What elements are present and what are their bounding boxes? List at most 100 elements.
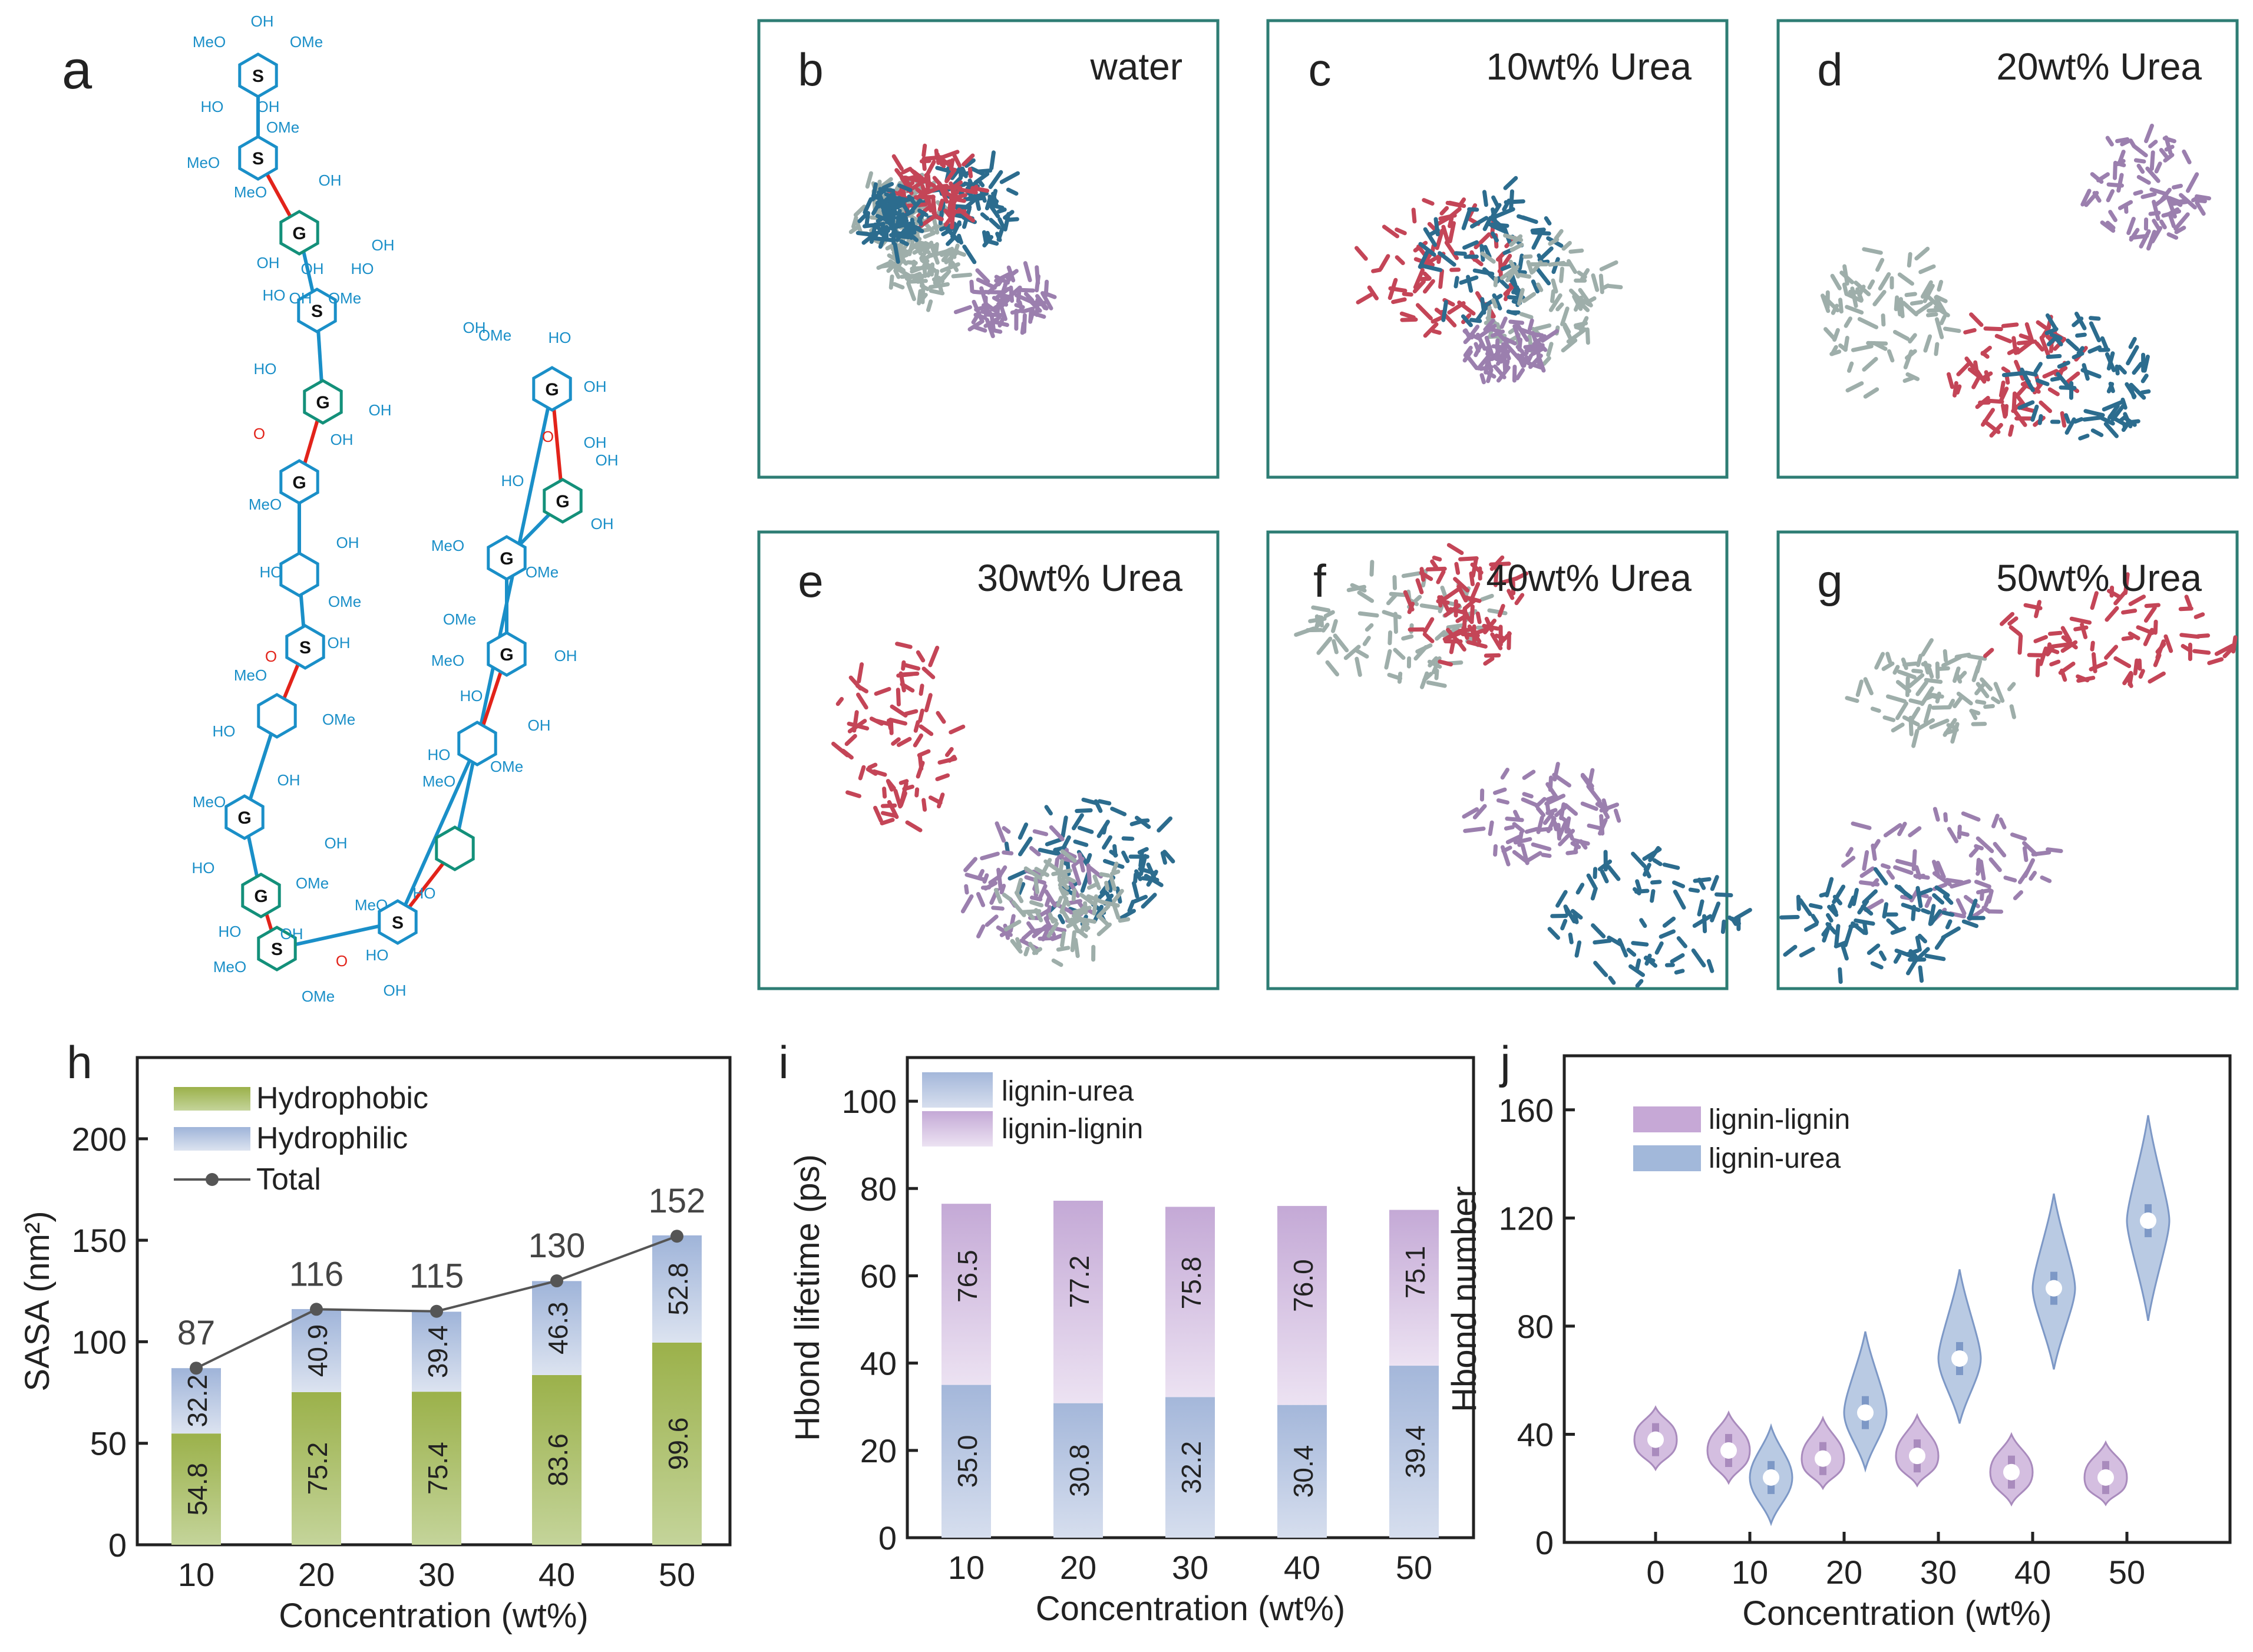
molecule-branch: [2060, 626, 2072, 643]
molecule-branch: [954, 193, 968, 200]
molecule-branch: [1485, 371, 1497, 379]
molecule-branch: [1453, 276, 1459, 289]
molecule-branch: [1461, 314, 1473, 328]
bar-hydrophobic: [652, 1342, 702, 1545]
aromatic-ring: [241, 873, 281, 918]
molecule-branch: [1515, 345, 1524, 354]
molecule-branch: [921, 157, 927, 171]
molecule-branch: [1643, 863, 1651, 877]
panel-letter: j: [1499, 1036, 1510, 1088]
molecule-branch: [1401, 634, 1414, 641]
molecule-branch: [1631, 851, 1647, 868]
molecule-branch: [1419, 603, 1442, 610]
molecule-branch: [1978, 859, 1986, 881]
bar-label-lignin-lignin: 75.8: [1176, 1257, 1207, 1310]
total-point: [430, 1304, 443, 1318]
molecule-branch: [1482, 216, 1493, 232]
molecule-branch: [890, 704, 908, 718]
molecule-branch: [976, 168, 993, 174]
molecule-branch: [1387, 673, 1402, 680]
aromatic-ring: [543, 478, 583, 524]
molecule-branch: [1911, 904, 1917, 921]
molecule-branch: [990, 328, 1003, 334]
molecule-branch: [1058, 914, 1065, 924]
molecule-branch: [1613, 808, 1621, 823]
molecule-branch: [1924, 678, 1943, 684]
molecule-branch: [1056, 946, 1071, 952]
x-tick-label: 40: [1284, 1549, 1320, 1586]
molecule-branch: [1672, 880, 1686, 888]
aromatic-ring: [279, 459, 319, 505]
molecule-branch: [1102, 835, 1112, 850]
molecule-branch: [1512, 850, 1529, 864]
molecule-branch: [1811, 914, 1819, 924]
molecule-branch: [1491, 298, 1498, 309]
molecule-branch: [1023, 946, 1030, 957]
legend-swatch-hydrophobic: [174, 1087, 250, 1111]
molecule-branch: [861, 230, 878, 245]
molecule-branch: [910, 265, 930, 271]
x-tick-label: 50: [659, 1556, 695, 1593]
molecule-branch: [1415, 303, 1433, 321]
molecule-branch: [1010, 308, 1025, 315]
lignin-molecule: [1418, 176, 1564, 328]
molecule-branch: [1513, 837, 1532, 845]
molecule-branch: [1891, 722, 1905, 733]
molecule-branch: [1469, 581, 1481, 603]
molecule-branch: [1121, 836, 1135, 841]
molecule-branch: [2136, 175, 2151, 185]
molecule-branch: [1659, 929, 1676, 939]
molecule-branch: [1294, 626, 1316, 637]
molecule-branch: [1598, 818, 1608, 836]
molecule-branch: [1384, 649, 1392, 670]
molecule-branch: [960, 199, 976, 213]
molecule-branch: [957, 233, 963, 245]
molecule-branch: [2181, 644, 2191, 652]
molecule-branch: [940, 159, 953, 167]
substituent-label: MeO: [193, 793, 226, 811]
molecule-branch: [1423, 322, 1439, 338]
molecule-branch: [1524, 827, 1539, 834]
molecule-branch: [1911, 669, 1923, 674]
substituent-label: OH: [331, 431, 354, 448]
y-tick-label: 40: [860, 1345, 897, 1382]
molecule-branch: [2064, 413, 2071, 424]
molecule-branch: [976, 179, 985, 187]
bar-lignin-lignin: [1053, 1201, 1103, 1403]
legend-swatch-lignin-lignin: [922, 1111, 993, 1147]
molecule-branch: [1502, 199, 1511, 212]
molecule-branch: [1567, 259, 1577, 274]
y-tick-label: 60: [860, 1257, 897, 1294]
molecule-branch: [1134, 869, 1142, 881]
molecule-branch: [1015, 937, 1022, 949]
total-point: [190, 1362, 203, 1375]
molecule-branch: [1109, 850, 1118, 857]
molecule-branch: [1509, 234, 1523, 247]
molecule-branch: [1544, 794, 1566, 806]
violin-lignin-urea-median: [2046, 1280, 2062, 1297]
molecule-branch: [895, 196, 914, 205]
molecule-branch: [1870, 961, 1884, 970]
molecule-branch: [2090, 591, 2099, 610]
molecule-branch: [1433, 217, 1440, 237]
lignin-molecule: [1983, 572, 2238, 688]
molecule-branch: [1993, 682, 2005, 703]
molecule-branch: [1522, 254, 1533, 259]
molecule-branch: [1923, 660, 1930, 675]
x-axis-title: Concentration (wt%): [1036, 1590, 1345, 1628]
molecule-branch: [1023, 866, 1043, 880]
molecule-branch: [1365, 623, 1374, 632]
molecule-branch: [1537, 253, 1544, 263]
molecule-branch: [2107, 404, 2120, 420]
molecule-branch: [1935, 861, 1946, 879]
molecule-branch: [1496, 356, 1504, 366]
molecule-branch: [1413, 645, 1428, 661]
molecule-branch: [2139, 229, 2151, 249]
molecule-branch: [2155, 642, 2166, 654]
substituent-label: HO: [460, 687, 483, 705]
aromatic-ring: [279, 551, 319, 597]
molecule-branch: [1420, 263, 1443, 272]
molecule-branch: [920, 258, 939, 274]
ring-label: S: [252, 149, 264, 168]
molecule-branch: [1479, 365, 1494, 371]
